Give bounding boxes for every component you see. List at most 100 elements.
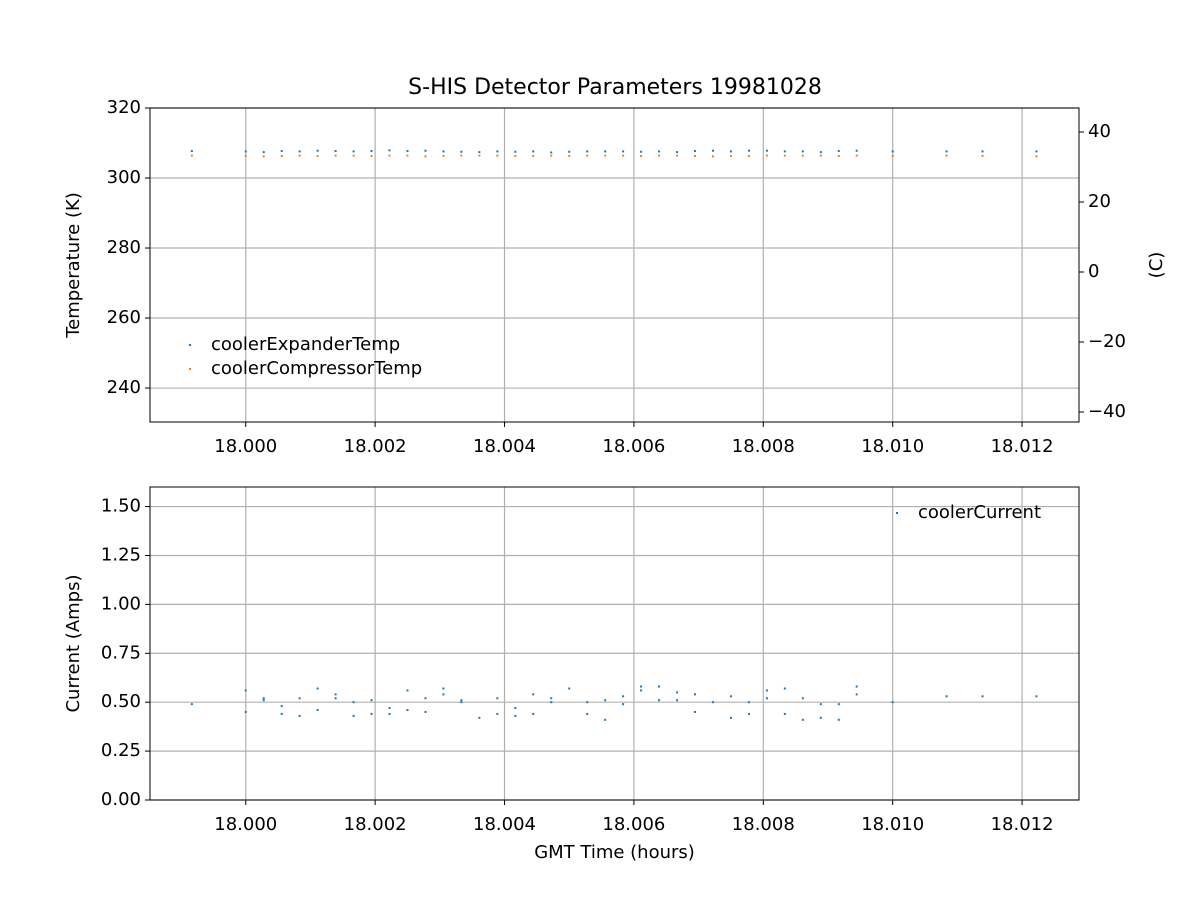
- point: [640, 689, 643, 692]
- point: [532, 693, 535, 696]
- point: [765, 149, 768, 152]
- point: [586, 701, 589, 704]
- point: [765, 154, 768, 157]
- point: [622, 150, 625, 153]
- point: [622, 695, 625, 698]
- y-tick-label: 1.50: [101, 496, 141, 517]
- y-axis-label: Current (Amps): [63, 574, 84, 712]
- point: [981, 154, 984, 157]
- point: [658, 699, 661, 702]
- plot-frame: [149, 486, 1080, 801]
- point: [460, 154, 463, 157]
- y-tick-label: 260: [107, 307, 141, 328]
- point: [190, 150, 193, 153]
- point: [945, 150, 948, 153]
- point: [370, 712, 373, 715]
- point: [298, 154, 301, 157]
- point: [334, 693, 337, 696]
- point: [262, 151, 265, 154]
- point: [514, 154, 517, 157]
- point: [693, 693, 696, 696]
- point: [801, 150, 804, 153]
- point: [819, 151, 822, 154]
- point: [316, 709, 319, 712]
- point: [370, 699, 373, 702]
- point: [442, 154, 445, 157]
- point: [604, 718, 607, 721]
- point: [783, 150, 786, 153]
- point: [783, 154, 786, 157]
- point: [406, 150, 409, 153]
- point: [424, 710, 427, 713]
- point: [550, 154, 553, 157]
- point: [316, 154, 319, 157]
- point: [945, 695, 948, 698]
- point: [316, 149, 319, 152]
- point: [1035, 150, 1038, 153]
- point: [855, 685, 858, 688]
- point: [819, 716, 822, 719]
- chart-title: S-HIS Detector Parameters 19981028: [408, 75, 822, 100]
- x-tick-label: 18.004: [473, 436, 536, 457]
- y-tick-label: 300: [107, 167, 141, 188]
- point: [460, 699, 463, 702]
- point: [244, 689, 247, 692]
- point: [837, 718, 840, 721]
- point: [747, 149, 750, 152]
- point: [622, 703, 625, 706]
- point: [640, 685, 643, 688]
- plot-frame: [149, 107, 1080, 423]
- point: [801, 718, 804, 721]
- point: [640, 150, 643, 153]
- point: [1035, 155, 1038, 158]
- point: [352, 150, 355, 153]
- point: [711, 155, 714, 158]
- x-tick-label: 18.010: [861, 436, 924, 457]
- y2-tick-label: 0: [1088, 261, 1099, 282]
- point: [747, 701, 750, 704]
- point: [424, 155, 427, 158]
- point: [496, 712, 499, 715]
- point: [334, 150, 337, 153]
- point: [837, 154, 840, 157]
- point: [747, 154, 750, 157]
- point: [262, 155, 265, 158]
- point: [388, 149, 391, 152]
- point: [945, 154, 948, 157]
- x-tick-label: 18.006: [602, 814, 665, 835]
- point: [280, 150, 283, 153]
- point: [783, 687, 786, 690]
- point: [190, 703, 193, 706]
- y-axis-label: Temperature (K): [63, 192, 84, 339]
- point: [298, 697, 301, 700]
- point: [819, 703, 822, 706]
- y-tick-label: 1.00: [101, 593, 141, 614]
- legend-label: coolerExpanderTemp: [211, 334, 400, 355]
- y2-axis-label: (C): [1146, 252, 1167, 279]
- point: [676, 154, 679, 157]
- legend-label: coolerCurrent: [918, 502, 1041, 523]
- point: [837, 703, 840, 706]
- point: [550, 701, 553, 704]
- point: [693, 154, 696, 157]
- point: [891, 150, 894, 153]
- point: [406, 154, 409, 157]
- x-tick-label: 18.004: [473, 814, 536, 835]
- point: [388, 707, 391, 710]
- x-tick-label: 18.008: [732, 814, 795, 835]
- y2-tick-label: 20: [1088, 191, 1111, 212]
- point: [711, 149, 714, 152]
- point: [190, 154, 193, 157]
- x-tick-label: 18.000: [214, 814, 277, 835]
- x-tick-label: 18.008: [732, 436, 795, 457]
- legend-marker: [189, 344, 191, 346]
- point: [316, 687, 319, 690]
- x-tick-label: 18.002: [344, 436, 407, 457]
- y-tick-label: 0.50: [101, 691, 141, 712]
- point: [604, 699, 607, 702]
- point: [478, 154, 481, 157]
- point: [352, 714, 355, 717]
